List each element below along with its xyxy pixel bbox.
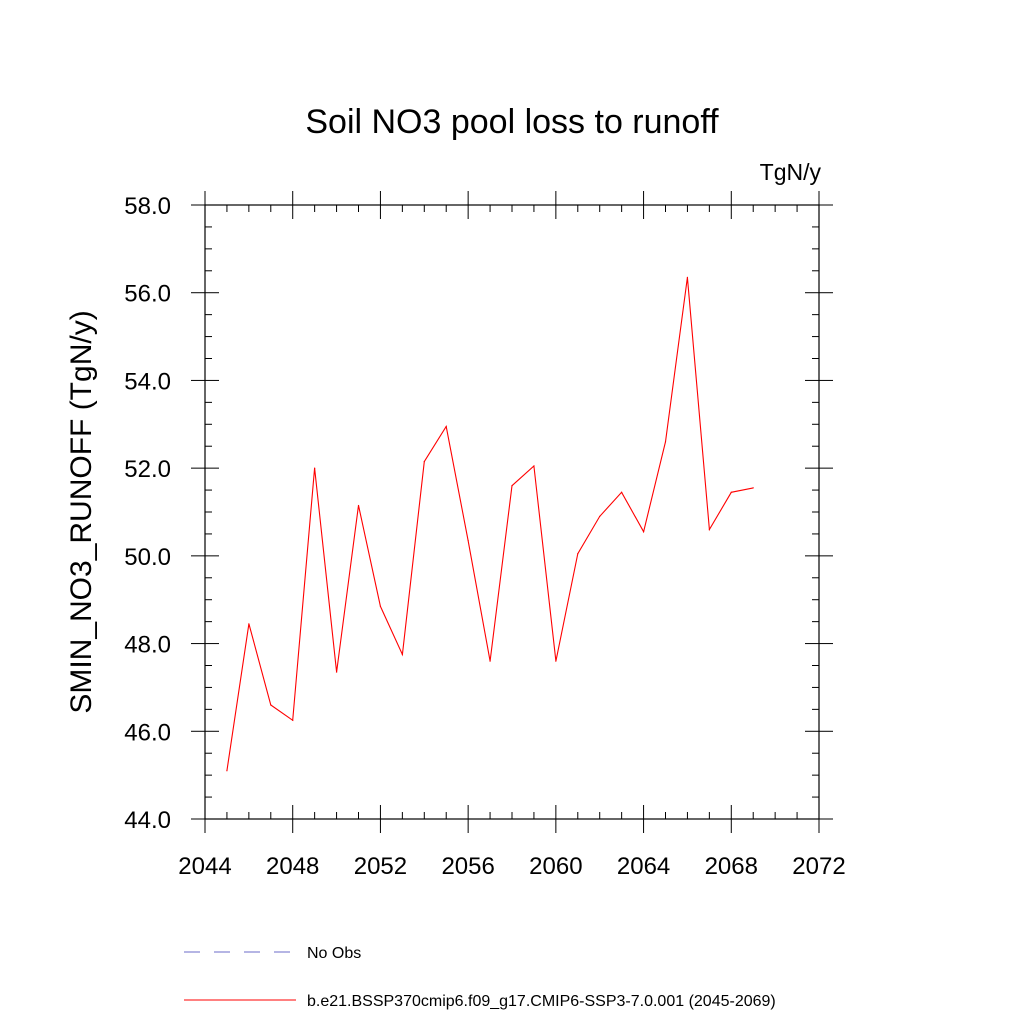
chart-title: Soil NO3 pool loss to runoff bbox=[305, 103, 719, 141]
series-lines bbox=[226, 276, 754, 772]
x-tick-label: 2052 bbox=[354, 853, 407, 880]
plot-area-frame bbox=[204, 204, 820, 820]
axis-tick-labels: 2044 2048 2052 2056 2060 2064 2068 2072 44.0 46.0… bbox=[124, 193, 845, 880]
legend: No Obs b.e21.BSSP370cmip6.f09_g17.CMIP6-S… bbox=[184, 945, 776, 1010]
data-point bbox=[357, 504, 360, 507]
data-point bbox=[248, 623, 250, 625]
data-point bbox=[511, 485, 513, 487]
data-point bbox=[664, 441, 667, 443]
data-point bbox=[752, 487, 754, 489]
data-point bbox=[686, 276, 689, 278]
y-tick-label: 54.0 bbox=[124, 368, 171, 395]
data-point bbox=[621, 491, 623, 493]
data-point bbox=[445, 425, 447, 428]
x-tick-label: 2048 bbox=[266, 853, 319, 880]
y-tick-label: 46.0 bbox=[124, 719, 171, 746]
data-point bbox=[226, 770, 228, 772]
x-tick-label: 2060 bbox=[529, 853, 582, 880]
data-point bbox=[642, 531, 645, 533]
x-tick-label: 2044 bbox=[178, 853, 231, 880]
y-tick-label: 52.0 bbox=[124, 456, 171, 483]
y-tick-label: 48.0 bbox=[124, 632, 171, 659]
data-point bbox=[708, 528, 710, 531]
y-tick-label: 56.0 bbox=[124, 281, 171, 308]
data-point bbox=[599, 515, 601, 517]
units-label: TgN/y bbox=[760, 159, 822, 185]
y-tick-label: 44.0 bbox=[124, 807, 171, 834]
y-axis-label: SMIN_NO3_RUNOFF (TgN/y) bbox=[65, 310, 98, 713]
data-point bbox=[423, 460, 425, 463]
y-tick-label: 58.0 bbox=[124, 193, 171, 220]
data-point bbox=[379, 605, 382, 607]
legend-label: b.e21.BSSP370cmip6.f09_g17.CMIP6-SSP3-7.… bbox=[307, 993, 776, 1010]
data-point bbox=[555, 660, 557, 662]
data-point bbox=[489, 660, 491, 662]
x-tick-label: 2068 bbox=[705, 853, 758, 880]
series-line bbox=[226, 277, 754, 771]
data-point bbox=[577, 553, 579, 555]
data-point bbox=[730, 491, 732, 493]
x-tick-label: 2064 bbox=[617, 853, 670, 880]
x-tick-label: 2072 bbox=[792, 853, 845, 880]
data-point bbox=[314, 467, 316, 469]
x-tick-label: 2056 bbox=[441, 853, 494, 880]
axis-ticks bbox=[191, 191, 833, 833]
data-point bbox=[270, 704, 272, 706]
data-point bbox=[533, 465, 535, 467]
data-point bbox=[467, 539, 469, 542]
data-point bbox=[292, 719, 294, 721]
y-tick-label: 50.0 bbox=[124, 544, 171, 571]
data-point bbox=[335, 671, 338, 673]
data-point bbox=[401, 653, 403, 656]
legend-label: No Obs bbox=[307, 945, 361, 962]
